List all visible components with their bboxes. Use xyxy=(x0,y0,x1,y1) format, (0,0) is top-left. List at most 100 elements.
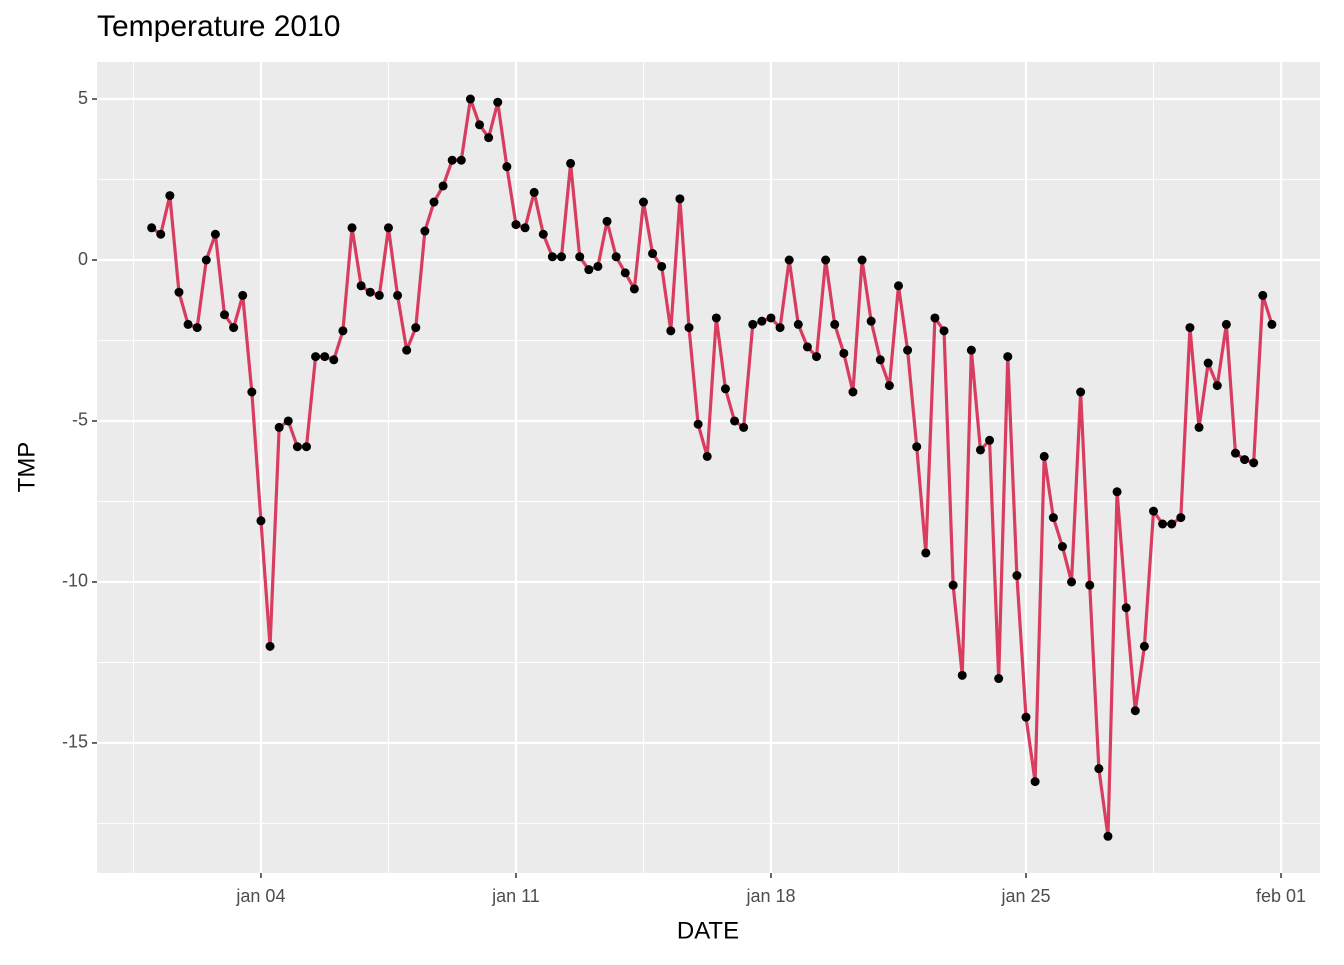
data-point xyxy=(183,319,193,329)
data-point xyxy=(329,355,339,365)
data-point xyxy=(201,255,211,265)
y-tick-label: 5 xyxy=(78,88,88,108)
data-point xyxy=(365,287,375,297)
data-point xyxy=(903,345,913,355)
data-point xyxy=(1030,777,1040,787)
data-point xyxy=(893,281,903,291)
data-point xyxy=(875,355,885,365)
data-point xyxy=(547,252,557,262)
y-tick-label: -15 xyxy=(62,732,88,752)
chart-title: Temperature 2010 xyxy=(97,10,341,43)
data-point xyxy=(1130,706,1140,716)
x-tick-label: jan 25 xyxy=(1000,886,1050,906)
data-point xyxy=(1085,580,1095,590)
data-point xyxy=(602,216,612,226)
data-point xyxy=(1149,506,1159,516)
data-point xyxy=(657,261,667,271)
data-point xyxy=(1267,319,1277,329)
plot-panel xyxy=(97,62,1320,873)
data-point xyxy=(884,381,894,391)
data-point xyxy=(720,384,730,394)
data-point xyxy=(975,445,985,455)
data-point xyxy=(1194,422,1204,432)
data-point xyxy=(165,191,175,201)
data-point xyxy=(584,265,594,275)
data-point xyxy=(666,326,676,336)
data-point xyxy=(174,287,184,297)
data-point xyxy=(1003,352,1013,362)
data-point xyxy=(1212,381,1222,391)
data-point xyxy=(629,284,639,294)
data-point xyxy=(347,223,357,233)
data-point xyxy=(675,194,685,204)
data-point xyxy=(839,348,849,358)
data-point xyxy=(1185,323,1195,333)
data-point xyxy=(1167,519,1177,529)
data-point xyxy=(948,580,958,590)
data-point xyxy=(147,223,157,233)
data-point xyxy=(338,326,348,336)
data-point xyxy=(684,323,694,333)
data-point xyxy=(620,268,630,278)
data-point xyxy=(456,155,466,165)
data-point xyxy=(648,249,658,259)
data-point xyxy=(402,345,412,355)
data-point xyxy=(420,226,430,236)
data-point xyxy=(529,187,539,197)
data-point xyxy=(192,323,202,333)
data-point xyxy=(957,670,967,680)
x-tick-label: jan 11 xyxy=(491,886,540,906)
data-point xyxy=(638,197,648,207)
data-point xyxy=(1039,451,1049,461)
data-point xyxy=(274,422,284,432)
data-point xyxy=(921,548,931,558)
data-point xyxy=(702,451,712,461)
data-point xyxy=(475,120,485,130)
data-point xyxy=(438,181,448,191)
data-point xyxy=(611,252,621,262)
x-axis-title: DATE xyxy=(677,917,739,944)
data-point xyxy=(210,229,220,239)
data-point xyxy=(1203,358,1213,368)
data-point xyxy=(1176,513,1186,523)
data-point xyxy=(802,342,812,352)
data-point xyxy=(283,416,293,426)
data-point xyxy=(393,290,403,300)
data-point xyxy=(411,323,421,333)
data-point xyxy=(793,319,803,329)
data-point xyxy=(739,422,749,432)
data-point xyxy=(511,220,521,230)
data-point xyxy=(866,316,876,326)
y-tick-label: -5 xyxy=(72,410,88,430)
data-point xyxy=(265,641,275,651)
data-point xyxy=(292,442,302,452)
data-point xyxy=(538,229,548,239)
data-point xyxy=(930,313,940,323)
data-point xyxy=(311,352,321,362)
data-point xyxy=(830,319,840,329)
data-point xyxy=(1067,577,1077,587)
data-point xyxy=(994,674,1004,684)
data-point xyxy=(383,223,393,233)
y-axis-title: TMP xyxy=(13,442,40,493)
y-tick-label: 0 xyxy=(78,249,88,269)
data-point xyxy=(502,162,512,172)
data-point xyxy=(238,290,248,300)
data-point xyxy=(1021,712,1031,722)
data-point xyxy=(465,94,475,104)
data-point xyxy=(693,419,703,429)
data-point xyxy=(748,319,758,329)
data-point xyxy=(556,252,566,262)
data-point xyxy=(320,352,330,362)
data-point xyxy=(848,387,858,397)
data-point xyxy=(939,326,949,336)
data-point xyxy=(1121,603,1131,613)
data-point xyxy=(566,158,576,168)
data-point xyxy=(766,313,776,323)
y-tick-label: -10 xyxy=(62,571,88,591)
data-point xyxy=(229,323,239,333)
data-point xyxy=(156,229,166,239)
data-point xyxy=(730,416,740,426)
data-point xyxy=(593,261,603,271)
